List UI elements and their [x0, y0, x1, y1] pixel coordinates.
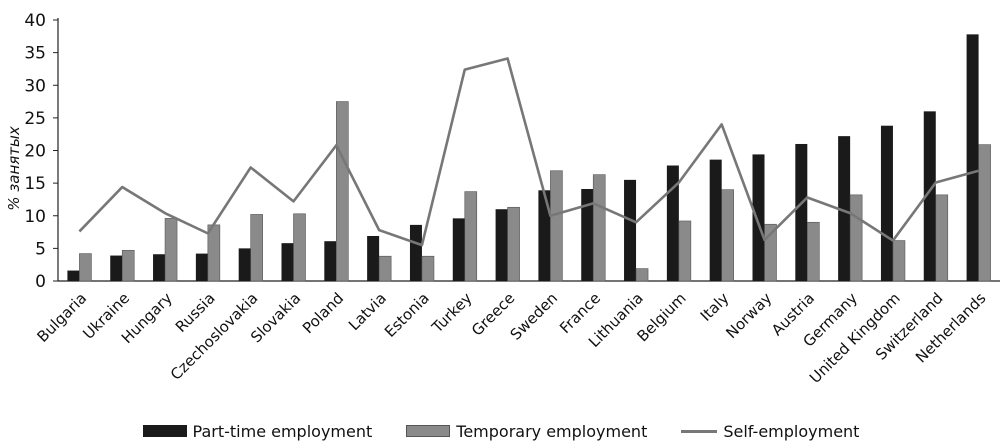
- bar-part-time-turkey: [452, 218, 465, 281]
- bar-temporary-lithuania: [635, 268, 649, 282]
- bar-part-time-latvia: [367, 235, 380, 281]
- legend-label-temporary: Temporary employment: [456, 421, 648, 441]
- bar-part-time-france: [581, 188, 594, 281]
- legend-swatch-temporary: [406, 425, 451, 437]
- category-label-italy: Italy: [697, 289, 733, 325]
- legend-item-temporary: Temporary employment: [406, 422, 647, 441]
- y-tick-label: 20: [24, 142, 46, 162]
- bar-temporary-bulgaria: [79, 253, 92, 282]
- bar-part-time-austria: [795, 143, 808, 281]
- bar-part-time-poland: [324, 241, 337, 281]
- category-label-poland: Poland: [299, 289, 347, 337]
- y-tick-label: 0: [35, 272, 46, 292]
- bar-part-time-estonia: [409, 224, 422, 281]
- category-labels: BulgariaUkraineHungaryRussiaCzechoslovak…: [34, 289, 990, 387]
- bar-part-time-greece: [495, 209, 508, 281]
- category-label-estonia: Estonia: [381, 289, 433, 341]
- bar-part-time-slovakia: [281, 243, 294, 281]
- bar-part-time-switzerland: [923, 111, 936, 281]
- legend: Part-time employment Temporary employmen…: [0, 420, 1002, 442]
- chart: 0 5 10 15 20 25 30 35 40 % занятых BulgariaUkrain…: [5, 11, 1000, 387]
- bar-part-time-lithuania: [624, 179, 637, 281]
- bar-temporary-turkey: [464, 191, 478, 282]
- bar-temporary-germany: [849, 194, 863, 282]
- bar-temporary-switzerland: [935, 194, 949, 282]
- bar-temporary-russia: [207, 224, 221, 282]
- legend-item-self-employment: Self-employment: [681, 422, 859, 441]
- category-label-sweden: Sweden: [507, 289, 562, 344]
- y-tick-label: 15: [24, 174, 46, 194]
- legend-label-part-time: Part-time employment: [192, 421, 373, 441]
- bar-part-time-united-kingdom: [880, 125, 893, 281]
- bar-part-time-czechoslovakia: [238, 248, 251, 281]
- bar-temporary-czechoslovakia: [250, 214, 263, 282]
- bar-part-time-ukraine: [110, 255, 123, 281]
- y-tick-label: 10: [24, 207, 46, 227]
- bars: [67, 34, 991, 282]
- category-label-norway: Norway: [722, 289, 775, 342]
- bar-temporary-france: [592, 174, 606, 282]
- bar-part-time-norway: [752, 154, 765, 281]
- bar-part-time-bulgaria: [67, 270, 80, 281]
- y-tick-label: 35: [24, 44, 46, 64]
- bar-part-time-hungary: [153, 254, 166, 281]
- y-axis-label: % занятых: [5, 126, 23, 211]
- self-employment-line: [78, 57, 979, 247]
- legend-item-part-time: Part-time employment: [142, 421, 373, 441]
- y-tick-label: 40: [24, 11, 46, 31]
- bar-temporary-estonia: [421, 255, 435, 282]
- y-tick-label: 5: [35, 239, 46, 259]
- legend-swatch-part-time: [142, 425, 187, 437]
- bar-part-time-germany: [838, 136, 851, 281]
- bar-temporary-sweden: [550, 170, 563, 282]
- bar-part-time-italy: [709, 159, 722, 281]
- line-self-employment: [78, 57, 979, 247]
- bar-part-time-sweden: [538, 190, 551, 281]
- bar-temporary-united-kingdom: [892, 240, 906, 282]
- bar-temporary-hungary: [164, 218, 178, 282]
- legend-label-self-employment: Self-employment: [723, 421, 860, 441]
- y-tick-label: 25: [24, 109, 46, 129]
- bar-temporary-austria: [807, 221, 820, 282]
- bar-part-time-belgium: [666, 165, 679, 281]
- bar-temporary-latvia: [378, 255, 392, 282]
- bar-temporary-belgium: [678, 220, 692, 282]
- bar-temporary-poland: [336, 101, 349, 282]
- bar-temporary-netherlands: [978, 144, 991, 282]
- category-label-bulgaria: Bulgaria: [34, 289, 91, 346]
- bar-temporary-slovakia: [293, 213, 306, 282]
- bar-temporary-greece: [507, 206, 520, 282]
- legend-swatch-self-employment: [681, 429, 718, 433]
- category-label-turkey: Turkey: [428, 289, 476, 337]
- bar-part-time-russia: [195, 253, 208, 281]
- bar-temporary-ukraine: [121, 250, 135, 282]
- bar-temporary-italy: [721, 189, 734, 282]
- bar-part-time-netherlands: [966, 34, 979, 282]
- y-tick-label: 30: [24, 76, 46, 96]
